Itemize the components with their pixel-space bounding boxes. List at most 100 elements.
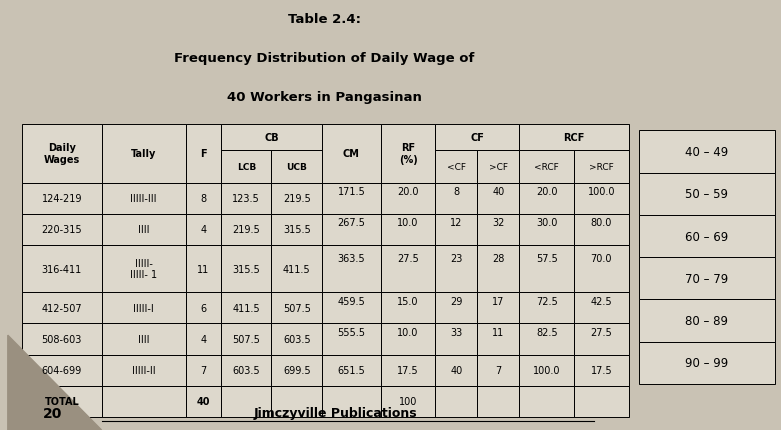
Bar [272, 355, 322, 386]
Bar [435, 323, 477, 355]
Text: 100.0: 100.0 [587, 187, 615, 197]
Text: 40 – 49: 40 – 49 [685, 146, 729, 159]
Text: 555.5: 555.5 [337, 327, 366, 337]
Bar [519, 215, 574, 246]
Text: >CF: >CF [489, 163, 508, 172]
Bar [186, 183, 221, 215]
Bar [477, 151, 519, 183]
Bar [639, 215, 775, 258]
Text: 27.5: 27.5 [398, 253, 419, 264]
Text: 315.5: 315.5 [283, 225, 311, 235]
Text: 7: 7 [495, 366, 501, 375]
Bar [639, 300, 775, 342]
Bar [381, 323, 435, 355]
Bar [519, 292, 574, 323]
Text: 17: 17 [492, 296, 505, 306]
Polygon shape [8, 335, 102, 430]
Text: Jimczyville Publications: Jimczyville Publications [254, 406, 418, 419]
Bar [574, 292, 629, 323]
Text: 6: 6 [201, 303, 206, 313]
Text: 40: 40 [451, 366, 462, 375]
Bar [186, 246, 221, 292]
Text: IIIII-III: IIIII-III [130, 194, 157, 204]
Text: 40: 40 [492, 187, 505, 197]
Bar [519, 183, 574, 215]
Text: 219.5: 219.5 [283, 194, 311, 204]
Text: 267.5: 267.5 [337, 218, 366, 228]
Text: RF
(%): RF (%) [398, 143, 418, 165]
Text: 4: 4 [201, 225, 206, 235]
Text: 123.5: 123.5 [233, 194, 260, 204]
Bar [322, 215, 381, 246]
Bar [102, 215, 186, 246]
Text: 82.5: 82.5 [536, 327, 558, 337]
Text: UCB: UCB [287, 163, 307, 172]
Text: 412-507: 412-507 [41, 303, 82, 313]
Bar [381, 215, 435, 246]
Text: 507.5: 507.5 [232, 334, 260, 344]
Bar [381, 386, 435, 417]
Text: 507.5: 507.5 [283, 303, 311, 313]
Text: 11: 11 [492, 327, 505, 337]
Text: 315.5: 315.5 [233, 264, 260, 274]
Text: 28: 28 [492, 253, 505, 264]
Text: Daily
Wages: Daily Wages [44, 143, 80, 165]
Bar [102, 292, 186, 323]
Text: 29: 29 [450, 296, 462, 306]
Bar [381, 183, 435, 215]
Text: 11: 11 [198, 264, 209, 274]
Bar [574, 323, 629, 355]
Bar [322, 183, 381, 215]
Bar [574, 355, 629, 386]
Text: <CF: <CF [447, 163, 466, 172]
Text: 603.5: 603.5 [233, 366, 260, 375]
Bar [322, 125, 381, 183]
Text: 8: 8 [201, 194, 206, 204]
Text: 60 – 69: 60 – 69 [685, 230, 729, 243]
Bar [639, 342, 775, 384]
Bar [221, 125, 322, 151]
Bar [221, 183, 272, 215]
Bar [272, 183, 322, 215]
Text: 220-315: 220-315 [41, 225, 82, 235]
Bar [186, 355, 221, 386]
Text: 508-603: 508-603 [41, 334, 82, 344]
Text: 57.5: 57.5 [536, 253, 558, 264]
Bar [435, 246, 477, 292]
Bar [272, 246, 322, 292]
Bar [477, 386, 519, 417]
Bar [102, 323, 186, 355]
Text: IIIII-I: IIIII-I [134, 303, 154, 313]
Text: 411.5: 411.5 [233, 303, 260, 313]
Bar [22, 292, 102, 323]
Bar [272, 386, 322, 417]
Text: 32: 32 [492, 218, 505, 228]
Text: 33: 33 [451, 327, 462, 337]
Text: 12: 12 [450, 218, 462, 228]
Text: 603.5: 603.5 [283, 334, 311, 344]
Bar [477, 183, 519, 215]
Bar [574, 246, 629, 292]
Bar [381, 246, 435, 292]
Bar [435, 125, 519, 151]
Bar [519, 125, 629, 151]
Text: 72.5: 72.5 [536, 296, 558, 306]
Text: IIII: IIII [138, 334, 149, 344]
Bar [221, 292, 272, 323]
Bar [322, 292, 381, 323]
Text: 316-411: 316-411 [41, 264, 82, 274]
Bar [381, 292, 435, 323]
Text: 699.5: 699.5 [283, 366, 311, 375]
Bar [477, 246, 519, 292]
Bar [102, 246, 186, 292]
Text: 17.5: 17.5 [590, 366, 612, 375]
Text: 80 – 89: 80 – 89 [685, 314, 729, 327]
Text: 20: 20 [43, 406, 62, 420]
Bar [186, 215, 221, 246]
Text: 42.5: 42.5 [590, 296, 612, 306]
Bar [574, 183, 629, 215]
Text: LCB: LCB [237, 163, 256, 172]
Text: 219.5: 219.5 [233, 225, 260, 235]
Text: 30.0: 30.0 [536, 218, 558, 228]
Text: IIIII-II: IIIII-II [132, 366, 155, 375]
